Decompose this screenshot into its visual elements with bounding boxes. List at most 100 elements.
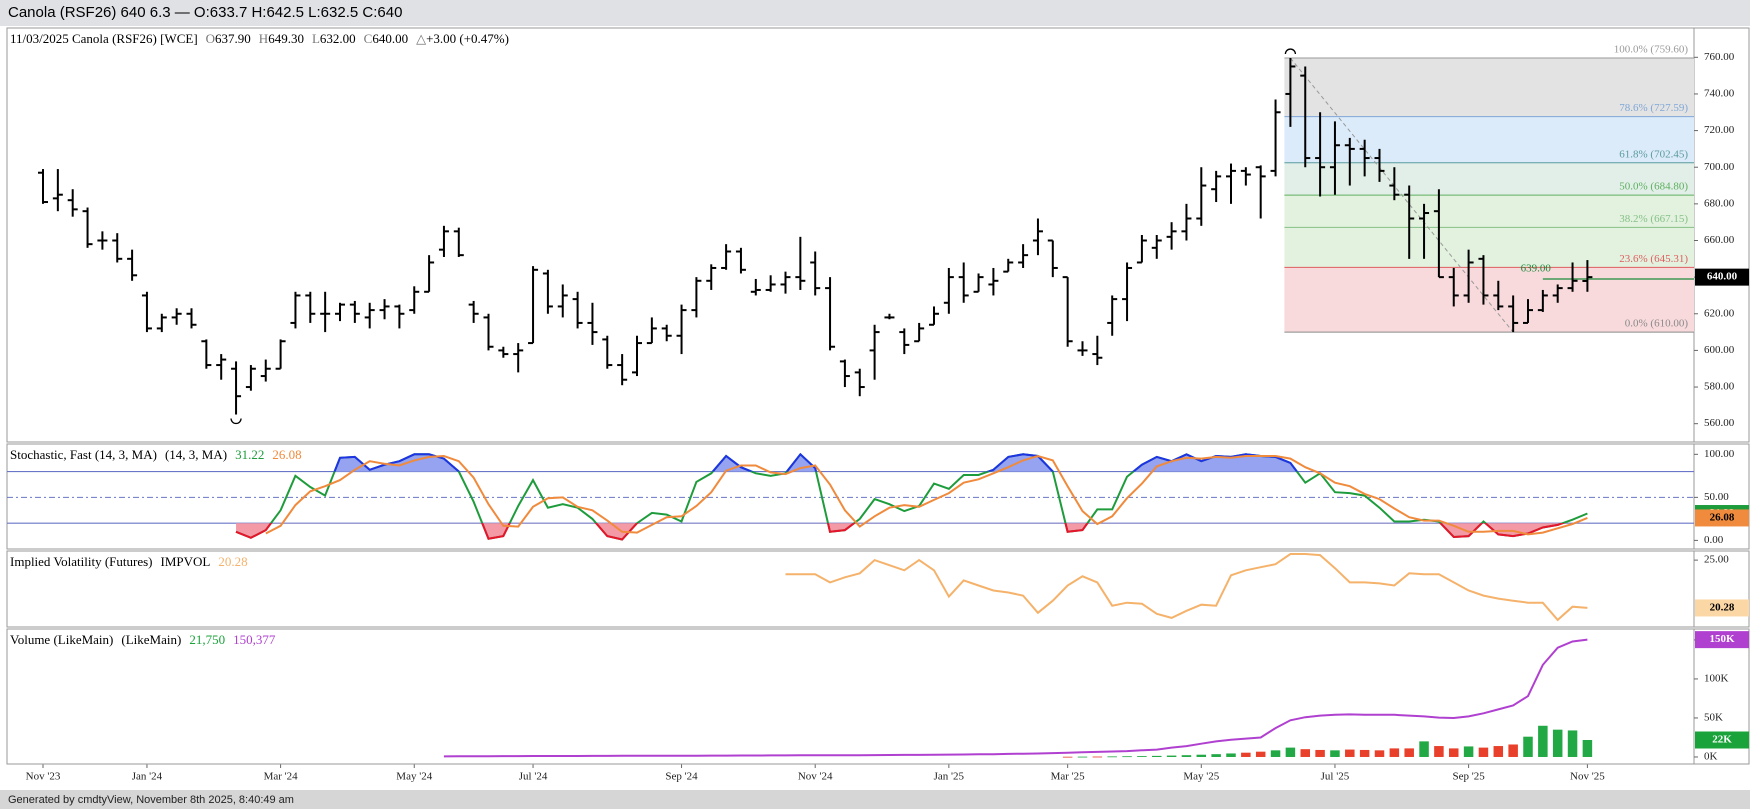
volume-bar bbox=[1389, 748, 1400, 757]
oversold-fill bbox=[236, 523, 1563, 540]
volume-bar bbox=[1552, 729, 1563, 757]
volume-bar bbox=[1582, 740, 1593, 757]
x-tick-label: Jul '24 bbox=[519, 771, 548, 783]
fib-label: 0.0% (610.00) bbox=[1625, 318, 1689, 330]
volume-bar bbox=[1493, 746, 1504, 757]
fib-zone bbox=[1284, 116, 1694, 163]
volume-bar bbox=[1255, 751, 1266, 757]
volume-bar bbox=[1151, 755, 1162, 757]
header-text: 26.08 bbox=[272, 447, 301, 462]
x-tick-label: Nov '24 bbox=[798, 771, 833, 783]
volume-bar bbox=[1523, 736, 1533, 757]
axis-frame bbox=[1693, 443, 1750, 550]
y-tick-label: 580.00 bbox=[1704, 381, 1735, 393]
header-text: 632.00 bbox=[320, 31, 356, 46]
window-title: Canola (RSF26) 640 6.3 — O:633.7 H:642.5… bbox=[8, 4, 402, 21]
value-tag-label: 640.00 bbox=[1707, 271, 1738, 283]
header-key: L bbox=[312, 31, 320, 46]
y-tick-label: 25.00 bbox=[1704, 554, 1729, 566]
value-tag-label: 26.08 bbox=[1710, 511, 1735, 523]
volume-bar bbox=[1211, 754, 1221, 757]
panel-header: Stochastic, Fast (14, 3, MA) (14, 3, MA) 3… bbox=[10, 447, 302, 462]
x-tick-label: Nov '23 bbox=[26, 771, 61, 783]
header-text: (LikeMain) bbox=[121, 632, 181, 647]
fib-label: 38.2% (667.15) bbox=[1619, 213, 1688, 225]
header-key: H bbox=[259, 31, 268, 46]
series-line bbox=[265, 454, 1588, 536]
y-tick-label: 620.00 bbox=[1704, 307, 1735, 319]
fib-zone bbox=[1284, 267, 1694, 333]
volume-bar bbox=[1478, 747, 1489, 757]
header-key: O bbox=[206, 31, 215, 46]
y-tick-label: 600.00 bbox=[1704, 344, 1735, 356]
volume-bar bbox=[1345, 749, 1355, 757]
value-tag bbox=[1695, 509, 1749, 527]
panel-header: 11/03/2025 Canola (RSF26) [WCE] O637.90 H6… bbox=[10, 31, 509, 46]
value-tag-label: 20.28 bbox=[1710, 601, 1735, 613]
y-tick-label: 100K bbox=[1704, 672, 1729, 684]
fib-label: 78.6% (727.59) bbox=[1619, 102, 1688, 114]
volume-bar bbox=[1270, 750, 1281, 757]
volume-bar bbox=[1434, 746, 1444, 757]
y-tick-label: 700.00 bbox=[1704, 161, 1735, 173]
y-tick-label: 760.00 bbox=[1704, 51, 1735, 63]
volume-bar bbox=[1330, 750, 1340, 757]
x-tick-label: May '24 bbox=[396, 771, 432, 783]
x-tick-label: May '25 bbox=[1183, 771, 1219, 783]
volume-bar bbox=[1122, 756, 1132, 758]
header-text: 20.28 bbox=[218, 554, 247, 569]
volume-bar bbox=[1137, 756, 1147, 757]
y-tick-label: 560.00 bbox=[1704, 417, 1735, 429]
fib-zone bbox=[1284, 162, 1694, 196]
x-tick-label: Nov '25 bbox=[1570, 771, 1605, 783]
header-text: IMPVOL bbox=[161, 554, 211, 569]
header-text: Stochastic, Fast (14, 3, MA) bbox=[10, 447, 157, 462]
x-tick-label: Jan '24 bbox=[132, 771, 163, 783]
value-tag bbox=[1695, 631, 1749, 649]
header-key: △ bbox=[416, 31, 426, 46]
series-line bbox=[785, 553, 1588, 622]
y-tick-label: 100.00 bbox=[1704, 448, 1735, 460]
title-bar bbox=[0, 0, 1750, 26]
x-tick-label: Jul '25 bbox=[1321, 771, 1350, 783]
y-tick-label: 680.00 bbox=[1704, 197, 1735, 209]
header-text: 649.30 bbox=[268, 31, 304, 46]
fib-label: 23.6% (645.31) bbox=[1619, 253, 1688, 265]
header-text: 637.90 bbox=[215, 31, 251, 46]
y-tick-label: 50K bbox=[1704, 711, 1723, 723]
header-text: Implied Volatility (Futures) bbox=[10, 554, 153, 569]
x-tick-label: Mar '25 bbox=[1051, 771, 1086, 783]
volume-bar bbox=[1538, 725, 1548, 757]
value-tag bbox=[1695, 268, 1749, 286]
volume-bar bbox=[1567, 730, 1578, 757]
volume-bar bbox=[1404, 748, 1414, 757]
volume-bar bbox=[1285, 747, 1296, 757]
volume-bar bbox=[1448, 748, 1459, 757]
volume-bar bbox=[1508, 744, 1518, 757]
x-tick-label: Sep '25 bbox=[1452, 771, 1485, 783]
fib-label: 61.8% (702.45) bbox=[1619, 148, 1688, 160]
volume-bar bbox=[1463, 746, 1474, 757]
volume-bar bbox=[1241, 752, 1251, 757]
axis-frame bbox=[1693, 550, 1750, 628]
value-tag bbox=[1695, 731, 1749, 749]
volume-bar bbox=[1181, 755, 1192, 757]
header-key: C bbox=[364, 31, 373, 46]
fib-label: 100.0% (759.60) bbox=[1614, 44, 1689, 56]
header-text: 150,377 bbox=[233, 632, 276, 647]
y-tick-label: 0.00 bbox=[1704, 534, 1724, 546]
fib-zone bbox=[1284, 227, 1694, 268]
value-tag bbox=[1695, 599, 1749, 617]
header-text: 21,750 bbox=[189, 632, 225, 647]
fib-zone bbox=[1284, 58, 1694, 117]
x-tick-label: Mar '24 bbox=[264, 771, 299, 783]
header-text: 31.22 bbox=[235, 447, 264, 462]
fib-label: 50.0% (684.80) bbox=[1619, 181, 1688, 193]
reference-label: 639.00 bbox=[1521, 262, 1552, 274]
x-tick-label: Jan '25 bbox=[934, 771, 965, 783]
volume-bar bbox=[1359, 749, 1370, 757]
y-tick-label: 740.00 bbox=[1704, 87, 1735, 99]
header-text: +3.00 (+0.47%) bbox=[426, 31, 509, 46]
